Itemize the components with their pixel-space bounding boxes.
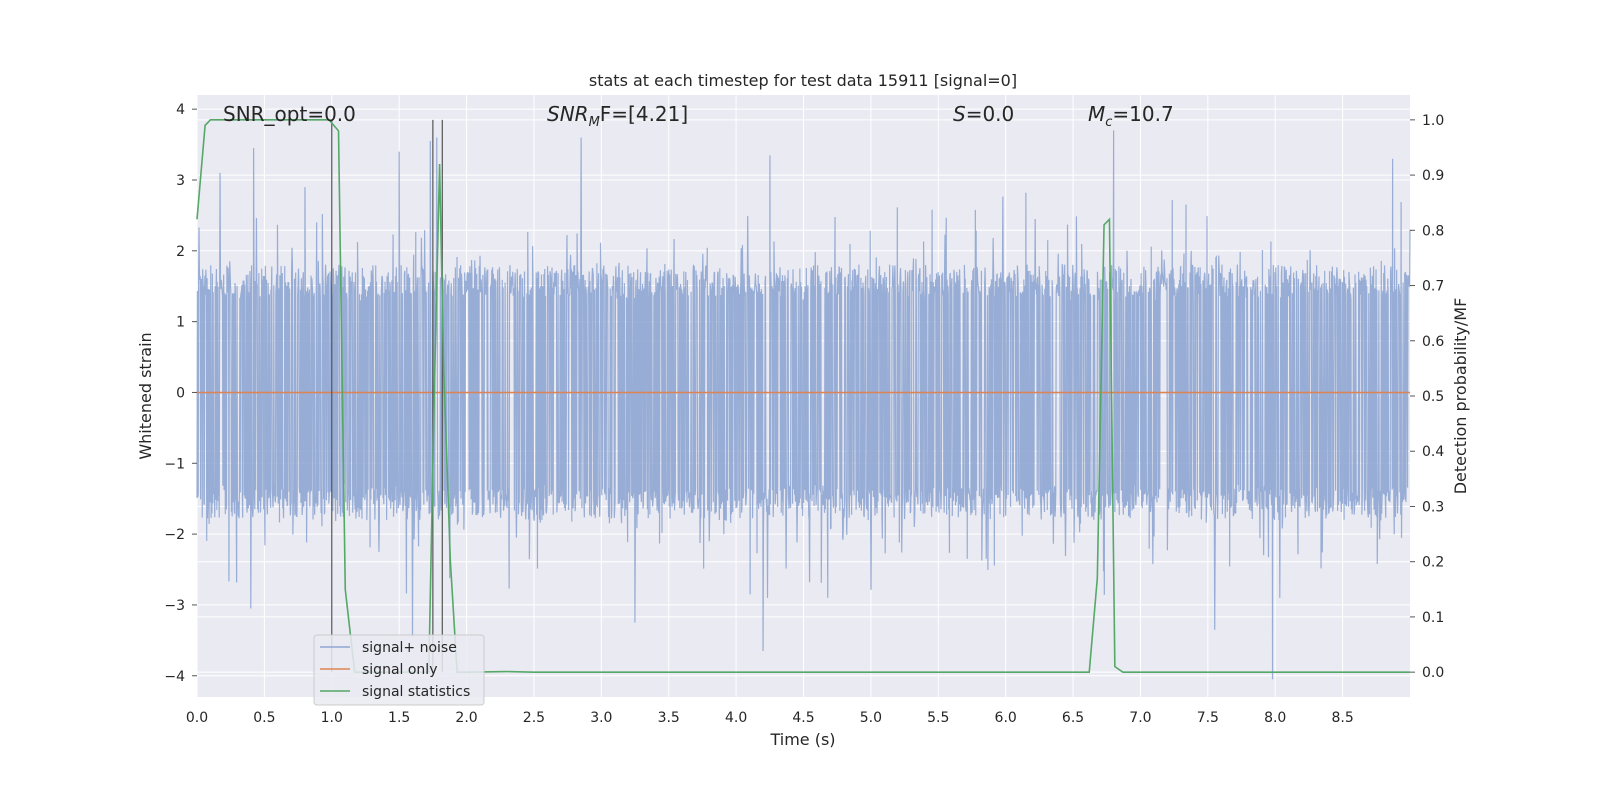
mc-value: =10.7 <box>1112 102 1173 126</box>
y-right-tick-label: 0.9 <box>1422 168 1444 184</box>
snr-mf-suffix: F=[4.21] <box>600 102 688 126</box>
legend-label-statistics: signal statistics <box>362 684 470 700</box>
x-tick-label: 0.5 <box>253 710 275 726</box>
y-right-tick-label: 1.0 <box>1422 113 1444 129</box>
y-right-tick-label: 0.4 <box>1422 444 1444 460</box>
annotation-mc: Mc=10.7 <box>1088 102 1174 130</box>
annotation-s: S=0.0 <box>953 102 1014 126</box>
x-tick-label: 6.5 <box>1062 710 1084 726</box>
y-tick-label: 2 <box>176 244 185 260</box>
y-right-tick-label: 0.7 <box>1422 279 1444 295</box>
s-var: S <box>953 102 966 126</box>
chart-title: stats at each timestep for test data 159… <box>589 71 1017 90</box>
x-tick-label: 7.0 <box>1129 710 1151 726</box>
x-tick-label: 6.0 <box>995 710 1017 726</box>
y-axis-label: Whitened strain <box>136 332 155 459</box>
y-right-tick-label: 0.0 <box>1422 665 1444 681</box>
y-tick-label: 0 <box>176 385 185 401</box>
x-tick-label: 3.5 <box>658 710 680 726</box>
y-tick-label: −1 <box>164 456 185 472</box>
mc-var: M <box>1088 102 1105 126</box>
legend-box <box>313 634 485 706</box>
x-tick-label: 4.5 <box>792 710 814 726</box>
y-tick-label: 1 <box>176 315 185 331</box>
x-tick-label: 1.0 <box>321 710 343 726</box>
s-value: =0.0 <box>966 102 1015 126</box>
plot-area <box>196 119 1411 680</box>
x-tick-label: 5.0 <box>860 710 882 726</box>
ticks: 0.0 0.5 1.0 1.5 2.0 2.5 3.0 3.5 4.0 4.5 5.0 5.5 6.0 6… <box>164 102 1444 726</box>
y-right-axis-label: Detection probability/MF <box>1451 298 1470 495</box>
x-tick-label: 8.5 <box>1331 710 1353 726</box>
x-axis-label: Time (s) <box>769 730 835 749</box>
x-tick-label: 5.5 <box>927 710 949 726</box>
series-signal-noise <box>196 130 1411 680</box>
y-tick-label: 4 <box>176 102 185 118</box>
x-tick-label: 2.5 <box>523 710 545 726</box>
x-tick-label: 3.0 <box>590 710 612 726</box>
legend-label-signal: signal only <box>362 662 437 678</box>
y-right-tick-label: 0.6 <box>1422 334 1444 350</box>
y-right-tick-label: 0.2 <box>1422 555 1444 571</box>
x-tick-label: 0.0 <box>186 710 208 726</box>
snr-mf-sub: M <box>589 115 600 130</box>
annotation-snr-mf: SNRMF=[4.21] <box>547 102 688 130</box>
snr-mf-prefix: SNR <box>547 102 589 126</box>
y-tick-label: 3 <box>176 173 185 189</box>
annotation-snr-opt: SNR_opt=0.0 <box>223 102 356 126</box>
mc-sub: c <box>1105 115 1112 130</box>
legend: signal+ noise signal only signal statist… <box>313 634 485 706</box>
y-tick-label: −4 <box>164 669 185 685</box>
legend-label-noise: signal+ noise <box>362 640 457 656</box>
x-tick-label: 7.5 <box>1197 710 1219 726</box>
y-right-tick-label: 0.3 <box>1422 499 1444 515</box>
y-tick-label: −2 <box>164 527 185 543</box>
y-right-tick-label: 0.8 <box>1422 223 1444 239</box>
y-right-tick-label: 0.5 <box>1422 389 1444 405</box>
x-tick-label: 1.5 <box>388 710 410 726</box>
x-tick-label: 8.0 <box>1264 710 1286 726</box>
x-tick-label: 4.0 <box>725 710 747 726</box>
x-tick-label: 2.0 <box>455 710 477 726</box>
series-signal-statistics <box>196 119 1410 673</box>
y-right-tick-label: 0.1 <box>1422 610 1444 626</box>
y-tick-label: −3 <box>164 598 185 614</box>
